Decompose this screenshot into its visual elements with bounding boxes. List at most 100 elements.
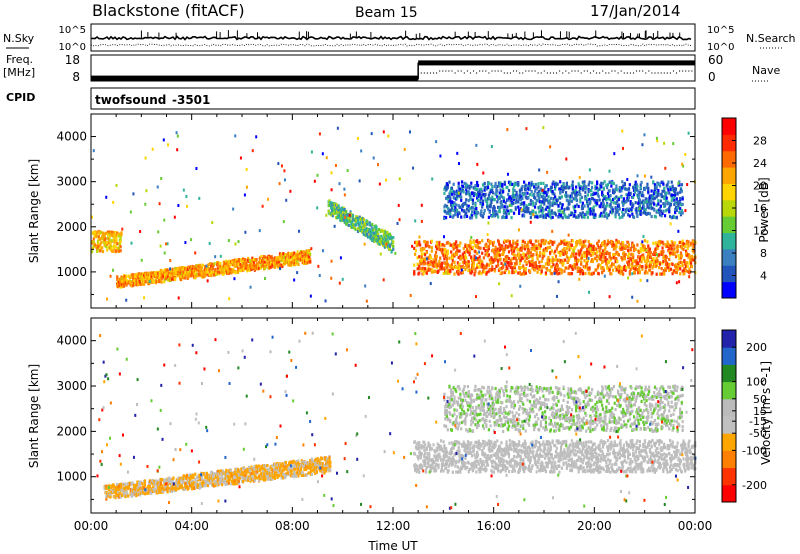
- range-cell: [627, 248, 630, 253]
- range-cell: [658, 206, 662, 210]
- range-cell: [484, 192, 487, 197]
- range-cell: [615, 241, 618, 245]
- range-cell: [676, 268, 679, 272]
- range-cell: [524, 253, 527, 257]
- range-cell: [455, 196, 459, 200]
- range-cell: [422, 257, 425, 261]
- range-cell: [646, 205, 649, 209]
- range-cell: [258, 229, 261, 233]
- range-cell: [655, 203, 658, 207]
- range-cell: [519, 253, 522, 257]
- range-cell: [505, 264, 508, 268]
- range-cell: [520, 272, 523, 276]
- range-cell: [430, 270, 433, 274]
- range-cell: [671, 262, 674, 267]
- range-cell: [538, 206, 542, 210]
- range-cell: [264, 265, 267, 269]
- range-cell: [343, 208, 346, 212]
- range-cell: [538, 246, 542, 251]
- range-cell: [664, 243, 667, 247]
- range-cell: [644, 269, 647, 273]
- noise-ytick-high-right: 10^5: [707, 25, 734, 36]
- range-cell: [445, 257, 449, 261]
- range-cell: [658, 213, 662, 217]
- range-cell: [121, 492, 124, 497]
- range-cell: [429, 260, 433, 264]
- range-cell: [483, 270, 486, 274]
- range-cell: [195, 267, 199, 272]
- range-cell: [678, 280, 681, 284]
- range-cell: [499, 257, 502, 261]
- range-cell: [543, 251, 546, 256]
- range-cell: [349, 219, 352, 223]
- range-cell: [511, 257, 514, 261]
- range-cell: [512, 249, 516, 253]
- nave-dot: [562, 72, 564, 74]
- range-cell: [452, 252, 455, 256]
- nave-ytick-high: 60: [708, 53, 723, 67]
- range-cell: [615, 195, 618, 199]
- range-cell: [575, 195, 578, 199]
- range-cell: [621, 256, 624, 261]
- range-cell: [377, 227, 381, 232]
- range-cell: [660, 193, 663, 197]
- range-cell: [382, 237, 385, 241]
- range-cell: [339, 207, 342, 211]
- range-cell: [502, 199, 506, 203]
- range-cell: [681, 162, 684, 166]
- range-cell: [629, 246, 632, 251]
- range-cell: [525, 261, 528, 265]
- range-cell: [176, 274, 179, 278]
- range-cell: [568, 256, 571, 260]
- range-cell: [416, 262, 419, 266]
- range-cell: [551, 256, 554, 260]
- nave-dot: [685, 70, 687, 72]
- range-cell: [581, 211, 584, 215]
- range-cell: [460, 189, 463, 194]
- beam-title: Beam 15: [355, 5, 418, 21]
- range-cell: [655, 263, 658, 268]
- range-cell: [444, 271, 447, 275]
- range-cell: [689, 241, 693, 245]
- range-cell: [629, 267, 632, 271]
- range-cell: [657, 191, 660, 195]
- range-cell: [573, 213, 576, 218]
- range-cell: [555, 258, 558, 262]
- range-cell: [554, 184, 558, 188]
- range-cell: [663, 186, 666, 190]
- range-cell: [481, 183, 485, 187]
- range-cell: [448, 242, 451, 246]
- range-cell: [608, 197, 611, 201]
- range-cell: [594, 252, 597, 256]
- range-cell: [263, 260, 267, 264]
- range-cell: [445, 211, 449, 215]
- range-cell: [632, 244, 636, 248]
- range-cell: [603, 243, 606, 247]
- range-cell: [108, 235, 111, 239]
- range-cell: [606, 264, 609, 268]
- range-cell: [415, 244, 418, 248]
- range-cell: [580, 256, 584, 260]
- range-cell: [163, 280, 166, 284]
- range-cell: [477, 259, 480, 263]
- nave-dot: [512, 70, 515, 72]
- range-cell: [111, 230, 114, 234]
- range-cell: [628, 183, 631, 187]
- range-cell: [426, 257, 429, 261]
- range-cell: [474, 201, 477, 206]
- range-cell: [440, 264, 444, 268]
- range-cell: [443, 217, 446, 221]
- range-cell: [187, 271, 190, 275]
- range-cell: [115, 234, 118, 238]
- range-cell: [608, 255, 611, 259]
- range-cell: [486, 197, 490, 201]
- range-cell: [477, 265, 480, 269]
- range-cell: [670, 216, 673, 220]
- range-cell: [642, 194, 645, 198]
- nave-dot: [583, 70, 585, 72]
- range-cell: [658, 253, 661, 257]
- range-cell: [236, 260, 239, 264]
- range-cell: [115, 236, 118, 240]
- range-cell: [264, 276, 267, 280]
- range-cell: [132, 192, 135, 196]
